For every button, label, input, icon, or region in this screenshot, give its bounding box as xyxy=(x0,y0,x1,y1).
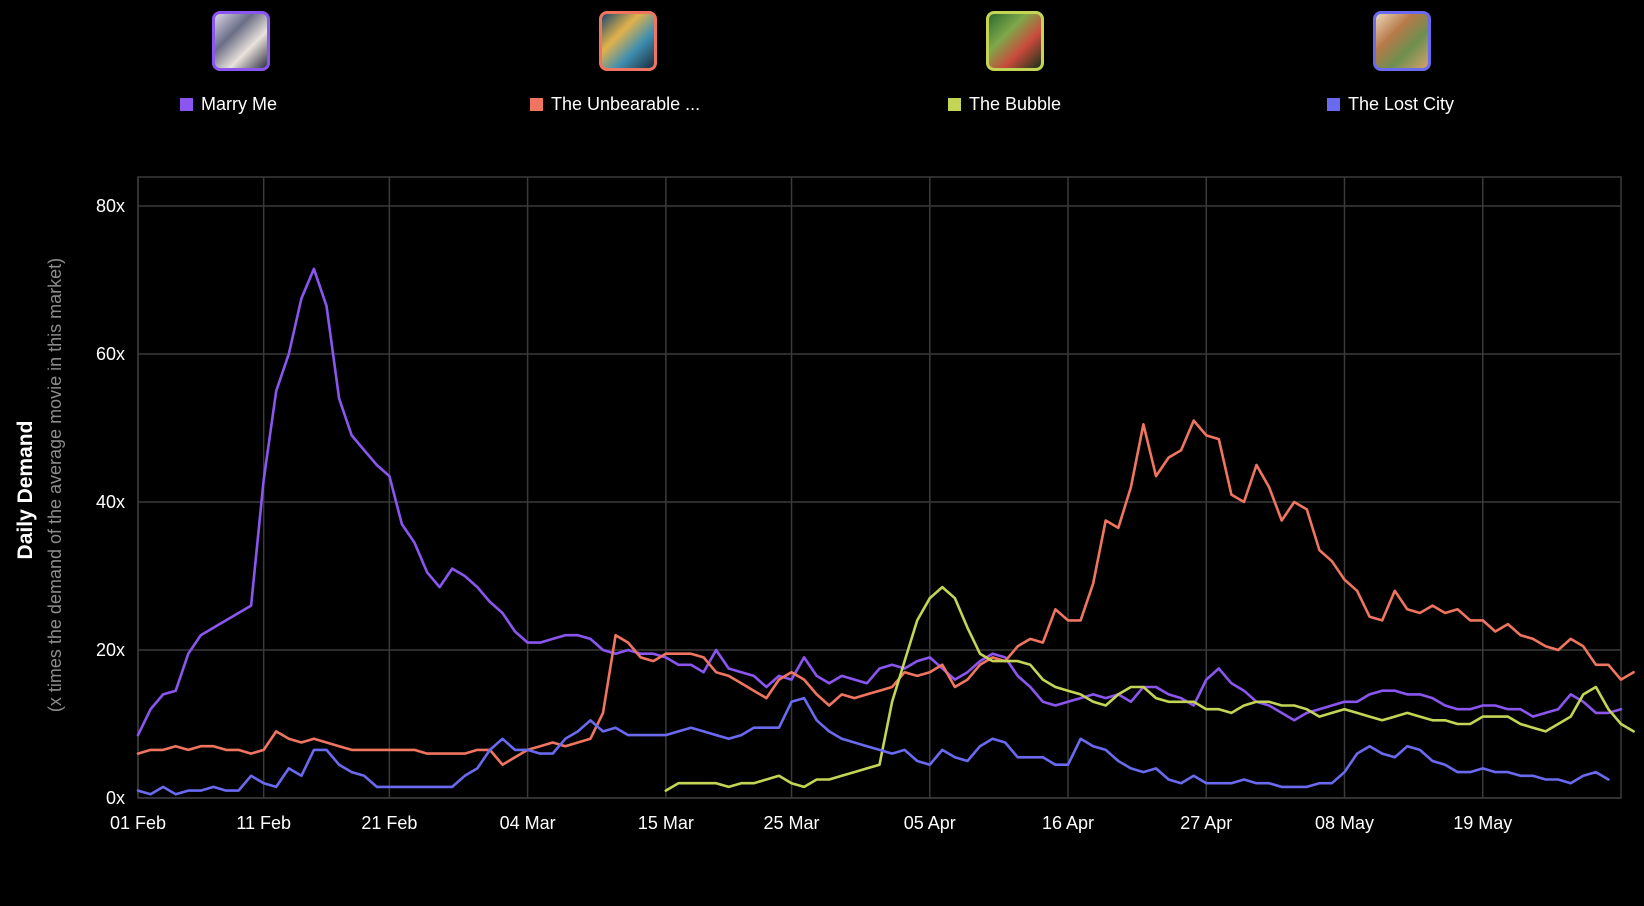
series-lines xyxy=(136,267,1635,796)
x-tick-label: 04 Mar xyxy=(500,813,556,833)
y-axis-sublabel: (x times the demand of the average movie… xyxy=(45,258,65,712)
y-tick-label: 60x xyxy=(96,344,125,364)
x-axis-ticks: 01 Feb 11 Feb 21 Feb 04 Mar 15 Mar 25 Mar 05 A… xyxy=(110,813,1512,833)
legend-item[interactable]: Marry Me xyxy=(180,94,277,115)
x-tick-label: 11 Feb xyxy=(236,813,291,833)
y-tick-label: 20x xyxy=(96,640,125,660)
y-tick-label: 80x xyxy=(96,196,125,216)
series-line-1 xyxy=(136,419,1635,767)
y-tick-label: 40x xyxy=(96,492,125,512)
legend-label: The Unbearable ... xyxy=(551,94,701,114)
x-tick-label: 16 Apr xyxy=(1042,813,1094,833)
x-tick-label: 05 Apr xyxy=(904,813,956,833)
x-tick-label: 25 Mar xyxy=(764,813,820,833)
plot-frame xyxy=(137,176,1622,799)
poster-thumbnail xyxy=(986,11,1044,71)
poster-thumbnail xyxy=(1373,11,1431,71)
legend-label: Marry Me xyxy=(201,94,277,114)
legend-swatch xyxy=(530,98,543,111)
x-tick-label: 21 Feb xyxy=(361,813,417,833)
y-tick-label: 0x xyxy=(106,788,125,808)
legend-label: The Lost City xyxy=(1348,94,1455,114)
series-line-0 xyxy=(136,267,1623,737)
legend-label: The Bubble xyxy=(969,94,1062,114)
grid xyxy=(137,176,1622,799)
poster-thumbnail xyxy=(212,11,270,71)
legend-swatch xyxy=(180,98,193,111)
x-tick-label: 27 Apr xyxy=(1180,813,1232,833)
x-tick-label: 08 May xyxy=(1315,813,1374,833)
legend-swatch xyxy=(948,98,961,111)
x-tick-label: 01 Feb xyxy=(110,813,166,833)
series-line-3 xyxy=(136,696,1610,796)
x-tick-label: 19 May xyxy=(1453,813,1512,833)
legend-item[interactable]: The Unbearable ... xyxy=(530,94,700,115)
x-tick-label: 15 Mar xyxy=(638,813,694,833)
legend-swatch xyxy=(1327,98,1340,111)
y-axis-ticks: 0x 20x 40x 60x 80x xyxy=(96,196,125,808)
poster-thumbnail xyxy=(599,11,657,71)
y-axis-label: Daily Demand xyxy=(14,421,37,560)
series-line-2 xyxy=(664,585,1635,792)
legend-item[interactable]: The Lost City xyxy=(1327,94,1454,115)
legend-item[interactable]: The Bubble xyxy=(948,94,1061,115)
